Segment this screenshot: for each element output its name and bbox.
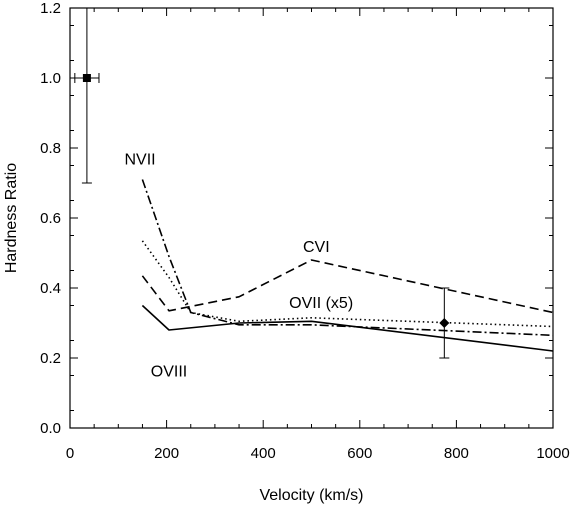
axis-ticks xyxy=(69,7,554,429)
x-axis-label: Velocity (km/s) xyxy=(259,487,363,504)
y-tick-label: 0.4 xyxy=(40,280,61,297)
data-point-square xyxy=(82,74,91,82)
series-line-cvi xyxy=(141,259,554,314)
data-point-diamond xyxy=(439,318,450,328)
curve-label-oviii: OVIII xyxy=(151,363,187,380)
y-tick-label: 1.2 xyxy=(40,0,61,17)
x-tick-label: 0 xyxy=(66,445,74,462)
x-tick-label: 600 xyxy=(347,445,372,462)
x-tick-label: 200 xyxy=(154,445,179,462)
x-tick-label: 800 xyxy=(444,445,469,462)
series-line-oviii xyxy=(141,304,554,352)
plot-frame xyxy=(69,7,554,429)
series-line-ovii-x5 xyxy=(141,240,554,328)
data-points xyxy=(74,7,450,359)
curve-label-ovii-x5: OVII (x5) xyxy=(289,295,353,312)
y-axis-label: Hardness Ratio xyxy=(3,163,20,273)
curve-labels: NVII CVI OVII (x5) OVIII xyxy=(124,152,353,381)
y-tick-label: 0.0 xyxy=(40,420,61,437)
x-tick-labels: 0 200 400 600 800 1000 xyxy=(66,445,570,462)
y-tick-label: 0.2 xyxy=(40,350,61,367)
y-tick-label: 0.8 xyxy=(40,140,61,157)
y-tick-label: 0.6 xyxy=(40,210,61,227)
x-tick-label: 1000 xyxy=(536,445,569,462)
x-tick-label: 400 xyxy=(251,445,276,462)
series-lines xyxy=(141,179,554,352)
curve-label-nvii: NVII xyxy=(124,152,155,169)
series-line-nvii xyxy=(141,179,554,337)
y-tick-label: 1.0 xyxy=(40,70,61,87)
y-tick-labels: 0.0 0.2 0.4 0.6 0.8 1.0 1.2 xyxy=(40,0,61,437)
curve-label-cvi: CVI xyxy=(303,239,330,256)
